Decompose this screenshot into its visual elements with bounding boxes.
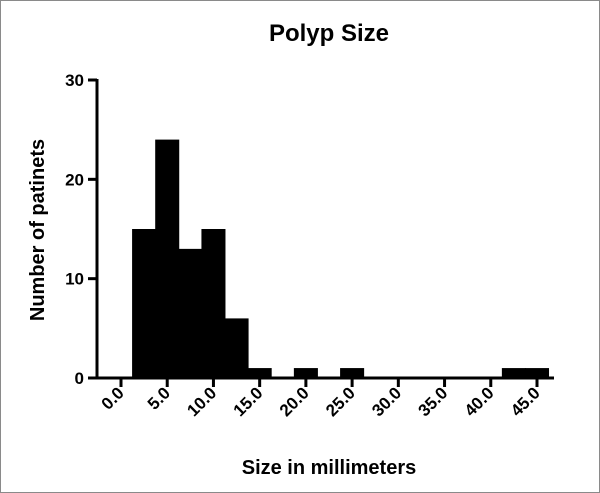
x-tick-label: 20.0 xyxy=(276,383,313,420)
x-tick-label: 0.0 xyxy=(98,383,128,413)
y-tick-label: 10 xyxy=(65,270,84,289)
x-tick-label: 5.0 xyxy=(144,383,174,413)
y-axis-label: Number of patinets xyxy=(27,139,49,321)
bar xyxy=(247,368,272,378)
bar xyxy=(293,368,318,378)
y-axis: 0 10 20 30 xyxy=(65,71,99,388)
x-tick-label: 45.0 xyxy=(507,383,544,420)
bar xyxy=(132,229,157,378)
x-tick-label: 40.0 xyxy=(461,383,498,420)
bar xyxy=(201,229,226,378)
bar xyxy=(178,248,203,378)
bar xyxy=(224,318,249,378)
y-tick-label: 0 xyxy=(75,369,84,388)
bars-group xyxy=(132,139,550,378)
y-tick-label: 30 xyxy=(65,71,84,90)
bar xyxy=(501,368,526,378)
chart-title: Polyp Size xyxy=(269,20,389,47)
x-tick-label: 10.0 xyxy=(183,383,220,420)
x-tick-label: 25.0 xyxy=(322,383,359,420)
bar xyxy=(524,368,550,378)
x-tick-label: 30.0 xyxy=(368,383,405,420)
x-axis: 0.0 5.0 10.0 15.0 20.0 25.0 30.0 35.0 40.0 45.0 xyxy=(95,376,554,420)
y-tick-label: 20 xyxy=(65,170,84,189)
bar xyxy=(340,368,365,378)
x-tick-label: 15.0 xyxy=(230,383,267,420)
bar xyxy=(155,139,180,378)
x-axis-label: Size in millimeters xyxy=(242,457,417,479)
x-tick-label: 35.0 xyxy=(415,383,452,420)
